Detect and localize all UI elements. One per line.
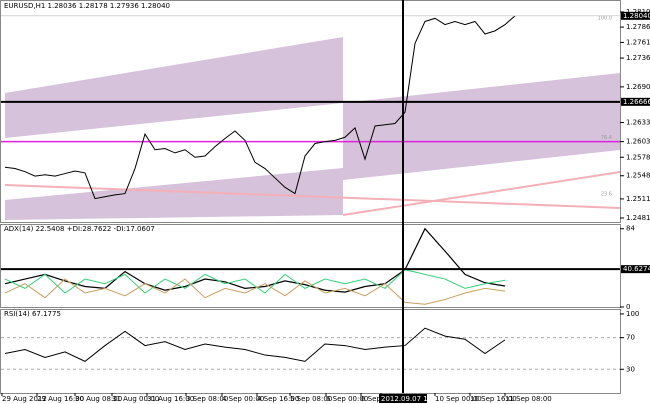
y-tick-label: 70: [626, 334, 635, 342]
drawings: [4, 37, 621, 220]
last-price-box: [621, 11, 650, 20]
x-tick-label: 4 Sep 16:00: [257, 395, 299, 403]
panes: [0, 0, 621, 394]
crosshair-label: 1.26666: [623, 98, 650, 106]
crosshair-label: 40.6274: [623, 265, 650, 273]
pane-border: [0, 224, 621, 308]
rsi-title: RSI(14) 67.1775: [4, 310, 61, 318]
x-tick-label: 31 Aug 16:00: [147, 395, 194, 403]
pane-border: [0, 309, 621, 394]
pane-border: [0, 0, 621, 223]
price-title: EURUSD,H1 1.28036 1.28178 1.27936 1.2804…: [4, 2, 170, 10]
y-tick-label: 100: [626, 310, 639, 318]
series-line: [4, 15, 516, 200]
channel: [343, 73, 620, 180]
y-tick-label: 1.25115: [626, 195, 650, 203]
x-tick-label: 5 Sep 08:00: [290, 395, 332, 403]
trend-line: [342, 171, 621, 216]
y-tick-label: 1.24810: [626, 214, 650, 222]
y-tick-label: 1.26905: [626, 83, 650, 91]
y-tick-label: 1.26335: [626, 119, 650, 127]
x-tick-label: 11 Sep 08:00: [505, 395, 552, 403]
channel: [5, 37, 343, 138]
fib-label: 23.6: [601, 192, 612, 198]
x-tick-label: 3 Sep 08:00: [186, 395, 228, 403]
last-price-label: 1.28040: [623, 12, 650, 20]
x-tick-label: 2012.09.07 10:00: [381, 395, 443, 403]
y-tick-label: 1.27365: [626, 54, 650, 62]
series-line: [4, 269, 506, 294]
fib-label: 100.0: [598, 16, 612, 22]
y-tick-label: 1.27615: [626, 38, 650, 46]
crosshair-box: [621, 265, 650, 274]
y-tick-label: 1.25485: [626, 172, 650, 180]
series-line: [4, 278, 506, 305]
x-tick-label: 31 Aug 00:00: [112, 395, 159, 403]
series-line: [4, 227, 506, 293]
y-tick-label: 1.25780: [626, 153, 650, 161]
y-tick-label: 1.26030: [626, 138, 650, 146]
y-tick-label: 1.27860: [626, 23, 650, 31]
adx-title: ADX(14) 22.5408 +DI:28.7622 -DI:17.0607: [4, 225, 155, 233]
x-tick-label: 10 Sep 00:00: [435, 395, 482, 403]
crosshair-box: [621, 97, 650, 106]
y-tick-label: 84: [626, 225, 635, 233]
x-tick-label: 29 Aug 2012: [2, 395, 47, 403]
x-tick-label: 4 Sep 00:00: [222, 395, 264, 403]
x-tick-label: 30 Aug 08:00: [75, 395, 122, 403]
x-tick-label: 6 Sep 00:00: [326, 395, 368, 403]
fib-label: 76.4: [601, 135, 612, 141]
y-tick-label: 30: [626, 365, 635, 373]
y-tick-label: 0: [626, 303, 630, 311]
trend-line: [4, 184, 621, 209]
crosshair-time-box: [379, 394, 427, 403]
x-tick-label: 29 Aug 16:00: [37, 395, 84, 403]
x-tick-label: 10 Sep 16:00: [470, 395, 517, 403]
series-line: [4, 327, 506, 362]
channel: [5, 168, 343, 220]
